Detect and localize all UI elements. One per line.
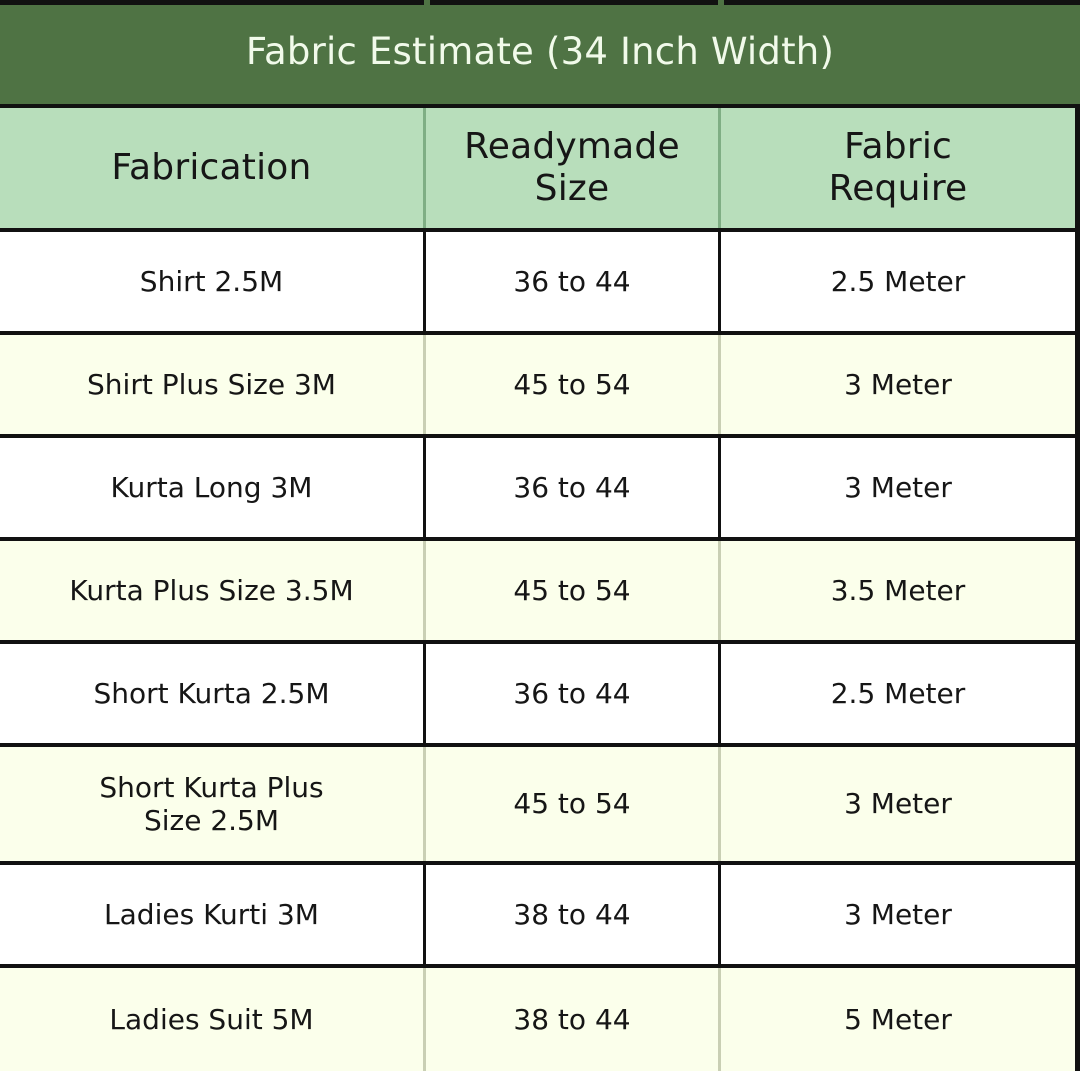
cell-fabric-require: 2.5 Meter — [721, 232, 1080, 331]
table-row: Kurta Long 3M 36 to 44 3 Meter — [0, 438, 1080, 541]
page-title: Fabric Estimate (34 Inch Width) — [245, 29, 835, 73]
column-header-fabrication: Fabrication — [0, 108, 426, 228]
cell-fabrication: Shirt 2.5M — [0, 232, 426, 331]
cell-readymade-size-value: 45 to 54 — [513, 573, 631, 607]
cell-fabrication-value: Kurta Plus Size 3.5M — [69, 573, 354, 607]
column-header-fabric-require: Fabric Require — [721, 108, 1080, 228]
top-border-segment-left — [0, 0, 424, 5]
cell-readymade-size-value: 38 to 44 — [513, 1002, 631, 1036]
table-row: Shirt 2.5M 36 to 44 2.5 Meter — [0, 232, 1080, 335]
table-row: Short Kurta 2.5M 36 to 44 2.5 Meter — [0, 644, 1080, 747]
cell-fabric-require: 3 Meter — [721, 865, 1080, 964]
top-border-segment-middle — [430, 0, 718, 5]
cell-fabric-require-value: 3 Meter — [844, 367, 952, 401]
cell-fabric-require: 2.5 Meter — [721, 644, 1080, 743]
cell-readymade-size-value: 45 to 54 — [513, 367, 631, 401]
cell-readymade-size: 36 to 44 — [426, 232, 721, 331]
table-row: Shirt Plus Size 3M 45 to 54 3 Meter — [0, 335, 1080, 438]
cell-readymade-size-value: 38 to 44 — [513, 897, 631, 931]
table-row: Ladies Kurti 3M 38 to 44 3 Meter — [0, 865, 1080, 968]
cell-fabrication: Short Kurta 2.5M — [0, 644, 426, 743]
table-header-row: Fabrication Readymade Size Fabric Requir… — [0, 108, 1080, 232]
cell-fabrication-value: Shirt 2.5M — [139, 264, 284, 298]
cell-fabrication-value: Ladies Suit 5M — [109, 1002, 314, 1036]
cell-readymade-size: 38 to 44 — [426, 968, 721, 1071]
cell-fabric-require: 3 Meter — [721, 438, 1080, 537]
cell-fabrication: Ladies Suit 5M — [0, 968, 426, 1071]
cell-fabric-require-value: 2.5 Meter — [830, 264, 966, 298]
cell-readymade-size-value: 36 to 44 — [513, 470, 631, 504]
column-header-readymade-size: Readymade Size — [426, 108, 721, 228]
table-title-band: Fabric Estimate (34 Inch Width) — [0, 0, 1080, 108]
cell-readymade-size: 45 to 54 — [426, 747, 721, 861]
cell-readymade-size: 45 to 54 — [426, 541, 721, 640]
table-row: Kurta Plus Size 3.5M 45 to 54 3.5 Meter — [0, 541, 1080, 644]
cell-fabrication: Kurta Plus Size 3.5M — [0, 541, 426, 640]
cell-fabrication-value: Ladies Kurti 3M — [104, 897, 319, 931]
cell-fabric-require: 3 Meter — [721, 335, 1080, 434]
cell-fabrication: Shirt Plus Size 3M — [0, 335, 426, 434]
cell-fabrication: Ladies Kurti 3M — [0, 865, 426, 964]
cell-readymade-size: 36 to 44 — [426, 644, 721, 743]
cell-fabric-require-value: 3 Meter — [844, 897, 952, 931]
cell-fabric-require: 5 Meter — [721, 968, 1080, 1071]
cell-fabrication-value: Short Kurta Plus Size 2.5M — [99, 770, 324, 837]
cell-readymade-size: 45 to 54 — [426, 335, 721, 434]
cell-readymade-size-value: 45 to 54 — [513, 787, 631, 821]
cell-fabric-require-value: 3 Meter — [844, 787, 952, 821]
column-header-readymade-size-label: Readymade Size — [464, 125, 680, 209]
column-header-fabric-require-label: Fabric Require — [828, 125, 968, 209]
top-border-segment-right — [724, 0, 1080, 5]
cell-fabric-require-value: 2.5 Meter — [830, 676, 966, 710]
cell-fabrication-value: Short Kurta 2.5M — [93, 676, 330, 710]
cell-fabrication: Kurta Long 3M — [0, 438, 426, 537]
cell-fabric-require: 3.5 Meter — [721, 541, 1080, 640]
cell-readymade-size-value: 36 to 44 — [513, 676, 631, 710]
cell-readymade-size: 38 to 44 — [426, 865, 721, 964]
column-header-fabrication-label: Fabrication — [111, 146, 312, 188]
cell-fabric-require: 3 Meter — [721, 747, 1080, 861]
cell-fabric-require-value: 3.5 Meter — [830, 573, 966, 607]
table-row: Short Kurta Plus Size 2.5M 45 to 54 3 Me… — [0, 747, 1080, 865]
cell-fabric-require-value: 3 Meter — [844, 470, 952, 504]
cell-readymade-size-value: 36 to 44 — [513, 264, 631, 298]
cell-fabrication: Short Kurta Plus Size 2.5M — [0, 747, 426, 861]
cell-fabric-require-value: 5 Meter — [844, 1002, 952, 1036]
table-row: Ladies Suit 5M 38 to 44 5 Meter — [0, 968, 1080, 1071]
cell-fabrication-value: Kurta Long 3M — [110, 470, 313, 504]
cell-readymade-size: 36 to 44 — [426, 438, 721, 537]
cell-fabrication-value: Shirt Plus Size 3M — [87, 367, 336, 401]
